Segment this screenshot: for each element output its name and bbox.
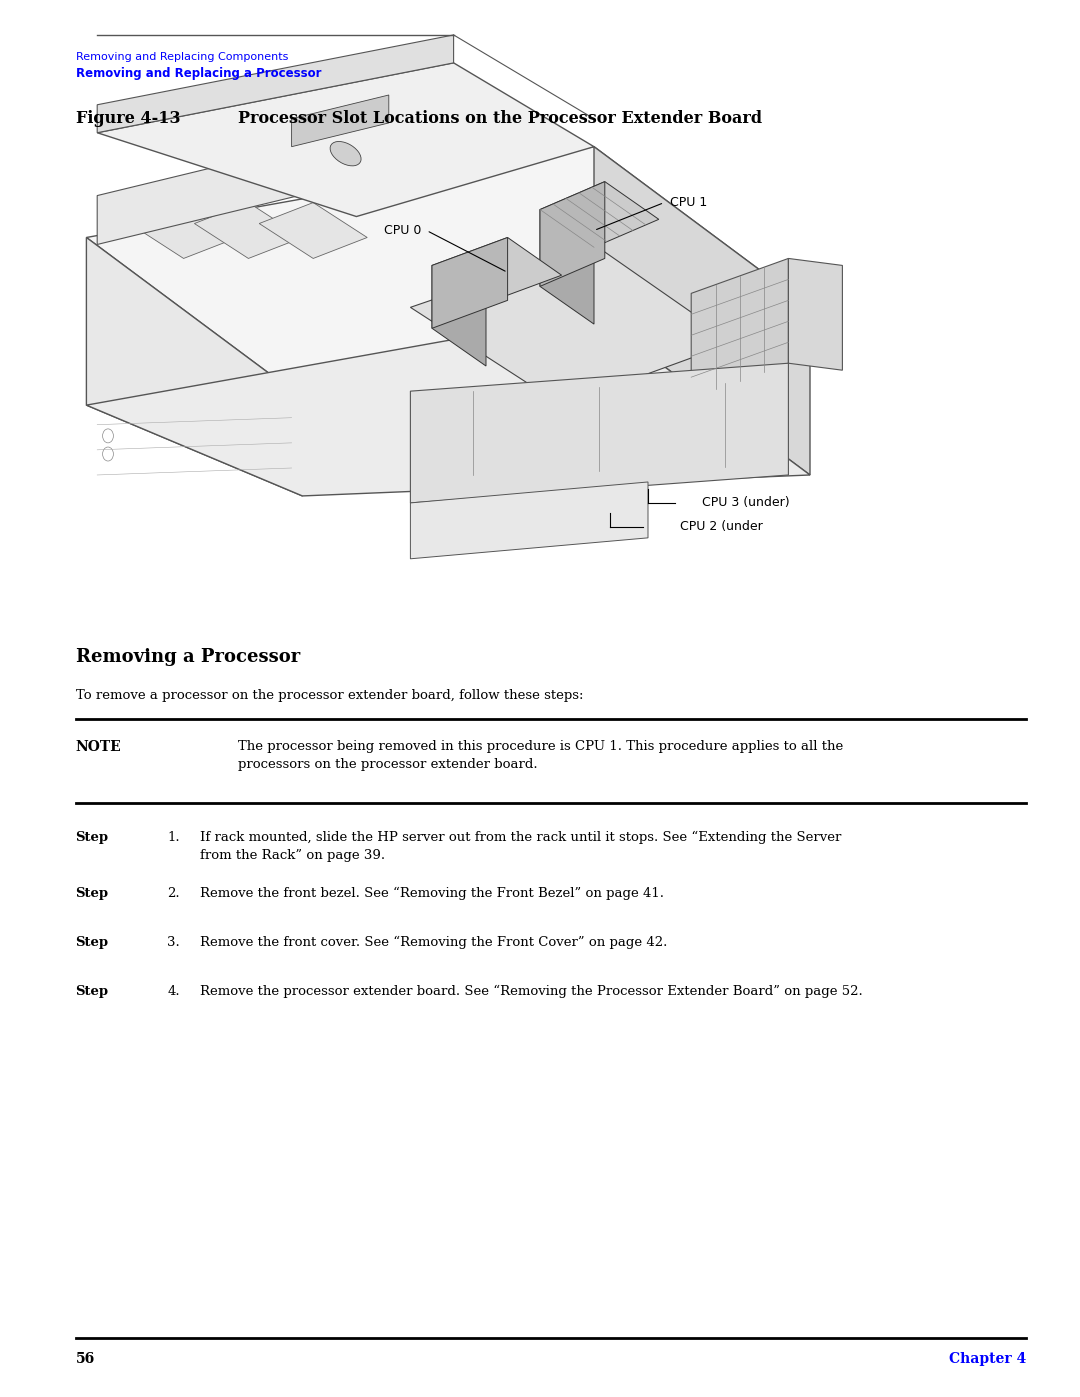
Text: 2.: 2. (167, 887, 180, 900)
Text: Remove the front bezel. See “Removing the Front Bezel” on page 41.: Remove the front bezel. See “Removing th… (200, 887, 664, 900)
Polygon shape (432, 265, 486, 366)
Text: 56: 56 (76, 1352, 95, 1366)
Polygon shape (194, 203, 302, 258)
Text: CPU 3 (under): CPU 3 (under) (702, 496, 789, 510)
Polygon shape (540, 182, 659, 247)
Text: 3.: 3. (167, 936, 180, 949)
Polygon shape (86, 314, 810, 496)
Polygon shape (594, 147, 810, 475)
Text: Figure 4-13: Figure 4-13 (76, 110, 180, 127)
Polygon shape (97, 35, 454, 133)
Text: NOTE: NOTE (76, 740, 121, 754)
Polygon shape (540, 182, 605, 286)
Text: Step: Step (76, 887, 109, 900)
Polygon shape (410, 244, 734, 405)
Polygon shape (691, 258, 788, 398)
Text: Chapter 4: Chapter 4 (948, 1352, 1026, 1366)
Text: Removing a Processor: Removing a Processor (76, 648, 300, 666)
Polygon shape (540, 210, 594, 324)
Polygon shape (97, 63, 594, 217)
Text: Removing and Replacing Components: Removing and Replacing Components (76, 52, 288, 61)
Polygon shape (259, 203, 367, 258)
Polygon shape (292, 95, 389, 147)
Text: CPU 0: CPU 0 (383, 224, 421, 237)
Ellipse shape (330, 141, 361, 166)
Text: Remove the front cover. See “Removing the Front Cover” on page 42.: Remove the front cover. See “Removing th… (200, 936, 667, 949)
Polygon shape (86, 147, 810, 398)
Text: To remove a processor on the processor extender board, follow these steps:: To remove a processor on the processor e… (76, 689, 583, 701)
Text: CPU 1: CPU 1 (670, 196, 706, 210)
Text: CPU 2 (under: CPU 2 (under (680, 520, 764, 534)
Text: Step: Step (76, 936, 109, 949)
Text: Removing and Replacing a Processor: Removing and Replacing a Processor (76, 67, 321, 80)
Text: Remove the processor extender board. See “Removing the Processor Extender Board”: Remove the processor extender board. See… (200, 985, 863, 997)
Text: Step: Step (76, 831, 109, 844)
Polygon shape (86, 237, 302, 496)
Text: Step: Step (76, 985, 109, 997)
Text: The processor being removed in this procedure is CPU 1. This procedure applies t: The processor being removed in this proc… (238, 740, 842, 771)
Text: Processor Slot Locations on the Processor Extender Board: Processor Slot Locations on the Processo… (238, 110, 761, 127)
Text: 1.: 1. (167, 831, 180, 844)
Polygon shape (432, 237, 508, 328)
Polygon shape (130, 203, 238, 258)
Polygon shape (788, 258, 842, 370)
Polygon shape (410, 363, 788, 503)
Text: If rack mounted, slide the HP server out from the rack until it stops. See “Exte: If rack mounted, slide the HP server out… (200, 831, 841, 862)
Polygon shape (410, 482, 648, 559)
Polygon shape (97, 133, 356, 244)
Text: 4.: 4. (167, 985, 180, 997)
Polygon shape (432, 237, 562, 303)
